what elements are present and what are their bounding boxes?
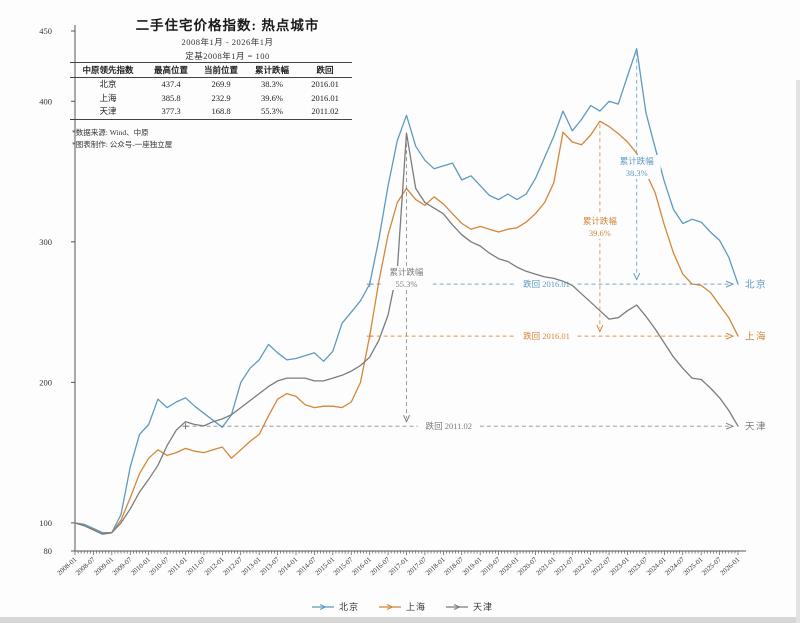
chart-subtitle-range: 2008年1月 - 2026年1月 [181, 37, 274, 47]
label-backdrop [382, 266, 431, 290]
legend-label-beijing: 北京 [339, 601, 359, 612]
table-header-fallback: 跌回 [298, 63, 352, 78]
y-tick-label: 80 [44, 546, 53, 556]
chart-header: 二手住宅价格指数: 热点城市 2008年1月 - 2026年1月 定基2008年… [95, 14, 360, 62]
drop-label-tianjin: 累计跌幅 [389, 267, 424, 277]
table-cell: 39.6% [261, 92, 283, 103]
legend-label-shanghai: 上海 [406, 601, 426, 612]
table-row: 上海 [99, 92, 117, 103]
series-line-beijing [74, 48, 739, 534]
legend-marker-icon [386, 604, 394, 610]
table-header-current: 当前位置 [196, 63, 246, 78]
footnotes: *数据来源: Wind、中原 *图表制作: 公众号-一座独立屋 [72, 127, 172, 151]
fallback-label-beijing: 跌回 2016.01 [523, 279, 570, 289]
footnote-source: *数据来源: Wind、中原 [72, 128, 149, 137]
table-cell: 2016.01 [311, 79, 339, 89]
label-backdrop [612, 155, 661, 179]
window-bottom-edge [0, 617, 800, 623]
table-header-peak: 最高位置 [146, 63, 196, 78]
table-cell: 2011.02 [311, 106, 339, 116]
table-cell: 385.8 [161, 92, 181, 103]
x-tick-label: 2011-01 [166, 555, 189, 577]
x-tick-label: 2010-07 [148, 555, 171, 577]
crossing-marker-shanghai [366, 333, 373, 340]
table-cell: 269.9 [211, 79, 231, 89]
crossing-marker-beijing [366, 281, 373, 288]
table-cell: 38.3% [261, 79, 283, 89]
table-row: 北京 [99, 79, 117, 89]
down-arrow-icon [633, 272, 641, 281]
table-cell: 232.9 [211, 92, 231, 103]
legend-marker-icon [453, 604, 461, 610]
x-tick-label: 2026-01 [719, 555, 742, 577]
table-header-index: 中原领先指数 [70, 63, 146, 78]
chart-subtitle-base: 定基2008年1月 = 100 [185, 51, 270, 61]
drop-label-shanghai: 累计跌幅 [583, 216, 618, 226]
fallback-label-shanghai: 跌回 2016.01 [523, 331, 570, 341]
window-right-edge [796, 80, 800, 623]
table-header-drop: 累计跌幅 [246, 63, 298, 78]
down-arrow-icon [403, 414, 410, 423]
y-tick-label: 100 [39, 518, 52, 528]
right-arrow-icon [725, 422, 735, 430]
table-cell: 2016.01 [311, 92, 339, 103]
table-cell: 168.8 [211, 106, 231, 116]
drop-label-beijing: 累计跌幅 [620, 156, 655, 166]
summary-table: 中原领先指数 最高位置 当前位置 累计跌幅 跌回 北京 437.4 269.9 … [70, 62, 352, 120]
series-label-tianjin: 天津 [745, 422, 767, 433]
series-label-beijing: 北京 [745, 279, 767, 291]
drop-label-shanghai: 39.6% [589, 228, 611, 238]
drop-label-tianjin: 55.3% [396, 279, 418, 289]
series-label-shanghai: 上海 [745, 331, 767, 343]
table-cell: 437.4 [161, 79, 181, 89]
down-arrow-icon [596, 324, 604, 333]
y-tick-label: 300 [39, 237, 52, 247]
drop-label-beijing: 38.3% [626, 168, 648, 178]
chart-title: 二手住宅价格指数: 热点城市 [135, 18, 320, 33]
legend-label-tianjin: 天津 [473, 602, 493, 612]
crossing-marker-tianjin [182, 423, 189, 430]
y-tick-label: 450 [39, 26, 52, 36]
table-row: 天津 [99, 106, 117, 116]
series-line-tianjin [74, 132, 739, 535]
fallback-label-tianjin: 跌回 2011.02 [426, 421, 472, 431]
y-tick-label: 400 [39, 96, 52, 106]
y-tick-label: 200 [39, 377, 52, 387]
table-cell: 55.3% [261, 106, 283, 116]
label-backdrop [575, 215, 624, 239]
footnote-author: *图表制作: 公众号-一座独立屋 [72, 140, 173, 149]
table-cell: 377.3 [161, 106, 181, 116]
right-arrow-icon [725, 332, 735, 340]
legend-marker-icon [319, 604, 327, 610]
right-arrow-icon [725, 280, 735, 288]
